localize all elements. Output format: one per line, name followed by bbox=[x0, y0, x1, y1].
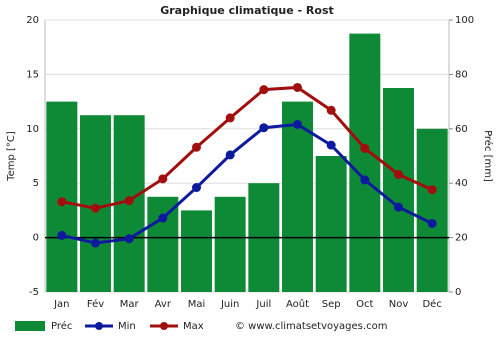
x-tick-label: Sep bbox=[322, 299, 341, 310]
point bbox=[293, 119, 302, 129]
x-tick-label: Fév bbox=[87, 298, 104, 310]
y-tick-label: -5 bbox=[29, 287, 39, 298]
bar bbox=[147, 196, 179, 292]
legend-swatch bbox=[95, 322, 103, 330]
point bbox=[394, 202, 403, 212]
bar bbox=[214, 196, 246, 292]
point bbox=[158, 174, 168, 184]
point bbox=[427, 185, 437, 195]
point bbox=[427, 218, 437, 228]
x-tick-label: Août bbox=[286, 298, 309, 310]
bar bbox=[383, 88, 414, 292]
legend-swatch bbox=[160, 322, 168, 330]
y2-tick-label: 80 bbox=[455, 69, 468, 80]
bar bbox=[80, 115, 111, 292]
point bbox=[91, 203, 100, 213]
y2-tick-label: 40 bbox=[455, 178, 468, 189]
y-tick-label: 10 bbox=[26, 124, 39, 135]
legend-label: Max bbox=[183, 321, 204, 332]
x-tick-label: Juil bbox=[255, 299, 271, 310]
y-tick-label: 15 bbox=[26, 69, 39, 80]
line bbox=[61, 85, 433, 210]
legend-label: Min bbox=[118, 321, 136, 332]
point bbox=[124, 234, 134, 244]
bar bbox=[315, 156, 347, 292]
point bbox=[124, 196, 134, 206]
point bbox=[259, 85, 269, 95]
y2-tick-label: 60 bbox=[455, 124, 468, 135]
x-tick-label: Nov bbox=[389, 299, 409, 310]
x-tick-label: Juin bbox=[220, 299, 239, 310]
point bbox=[192, 142, 201, 152]
y-axis-label: Temp [°C] bbox=[6, 131, 17, 182]
point bbox=[259, 123, 269, 133]
point bbox=[192, 183, 201, 193]
point bbox=[225, 150, 235, 160]
legend-swatch bbox=[15, 321, 45, 331]
x-tick-label: Mai bbox=[188, 299, 206, 310]
y-tick-label: 5 bbox=[33, 178, 39, 189]
source: © www.climatsetvoyages.com bbox=[235, 321, 387, 332]
point bbox=[225, 113, 235, 123]
legend-label: Préc bbox=[51, 320, 72, 332]
bar bbox=[46, 101, 78, 292]
point bbox=[326, 140, 336, 150]
point bbox=[158, 213, 168, 223]
point bbox=[394, 169, 403, 179]
bar bbox=[349, 33, 381, 292]
y2-tick-label: 100 bbox=[455, 15, 474, 26]
line bbox=[61, 122, 433, 245]
x-tick-label: Jan bbox=[53, 299, 69, 310]
y-tick-label: 20 bbox=[26, 15, 39, 26]
x-tick-label: Déc bbox=[422, 298, 441, 310]
chart-title: Graphique climatique - Rost bbox=[160, 4, 334, 17]
point bbox=[91, 238, 100, 248]
point bbox=[360, 175, 370, 185]
point bbox=[326, 105, 336, 115]
point bbox=[360, 143, 370, 153]
point bbox=[57, 197, 67, 207]
x-tick-label: Mar bbox=[120, 299, 140, 310]
point bbox=[293, 82, 302, 92]
bar bbox=[181, 210, 212, 292]
bar bbox=[282, 101, 313, 292]
x-tick-label: Avr bbox=[155, 299, 172, 310]
y2-tick-label: 20 bbox=[455, 233, 468, 244]
y2-axis-label: Préc [mm] bbox=[482, 130, 494, 182]
bar bbox=[416, 128, 448, 292]
point bbox=[57, 230, 67, 240]
y2-tick-label: 0 bbox=[455, 287, 461, 298]
y-tick-label: 0 bbox=[33, 233, 39, 244]
x-tick-label: Oct bbox=[356, 299, 373, 310]
